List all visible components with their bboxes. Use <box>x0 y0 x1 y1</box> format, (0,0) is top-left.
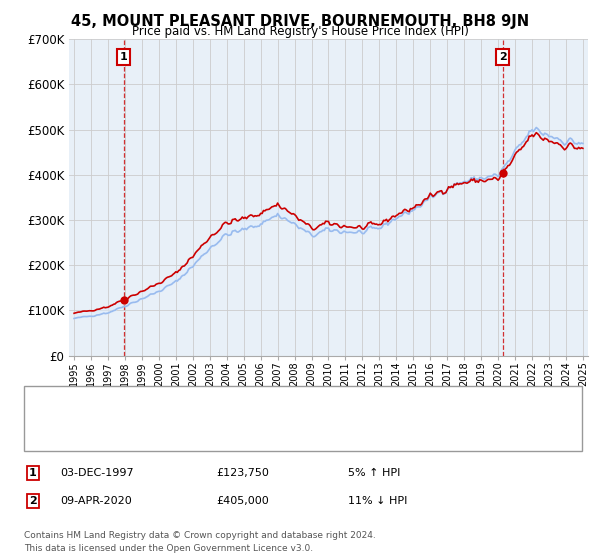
Text: ——: —— <box>39 399 64 412</box>
Text: HPI: Average price, detached house, Bournemouth Christchurch and Poole: HPI: Average price, detached house, Bour… <box>75 428 463 438</box>
Text: 45, MOUNT PLEASANT DRIVE, BOURNEMOUTH, BH8 9JN: 45, MOUNT PLEASANT DRIVE, BOURNEMOUTH, B… <box>71 14 529 29</box>
Text: Contains HM Land Registry data © Crown copyright and database right 2024.: Contains HM Land Registry data © Crown c… <box>24 531 376 540</box>
Text: 1: 1 <box>120 52 127 62</box>
Text: 2: 2 <box>499 52 506 62</box>
Text: Price paid vs. HM Land Registry's House Price Index (HPI): Price paid vs. HM Land Registry's House … <box>131 25 469 38</box>
Text: 03-DEC-1997: 03-DEC-1997 <box>60 468 134 478</box>
Text: 11% ↓ HPI: 11% ↓ HPI <box>348 496 407 506</box>
Text: 5% ↑ HPI: 5% ↑ HPI <box>348 468 400 478</box>
Text: £405,000: £405,000 <box>216 496 269 506</box>
Text: ——: —— <box>39 426 64 439</box>
Text: 1: 1 <box>29 468 37 478</box>
Text: 2: 2 <box>29 496 37 506</box>
Text: £123,750: £123,750 <box>216 468 269 478</box>
Text: 45, MOUNT PLEASANT DRIVE, BOURNEMOUTH, BH8 9JN (detached house): 45, MOUNT PLEASANT DRIVE, BOURNEMOUTH, B… <box>75 401 458 410</box>
Text: 09-APR-2020: 09-APR-2020 <box>60 496 132 506</box>
Text: This data is licensed under the Open Government Licence v3.0.: This data is licensed under the Open Gov… <box>24 544 313 553</box>
